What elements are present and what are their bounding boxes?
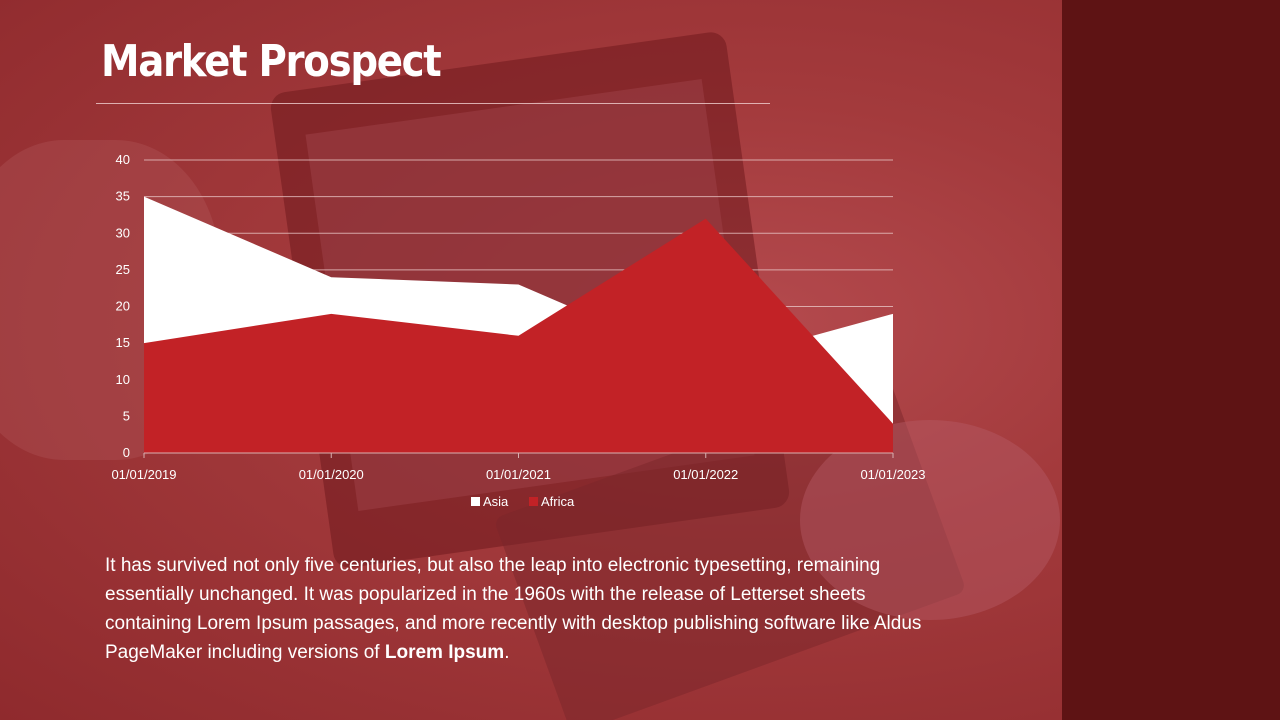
x-tick-label: 01/01/2019	[111, 467, 176, 482]
chart-legend: Asia Africa	[471, 494, 575, 509]
chart-x-tick-labels: 01/01/2019 01/01/2020 01/01/2021 01/01/2022…	[111, 467, 925, 482]
y-tick-label: 40	[116, 152, 130, 167]
body-end: .	[504, 642, 510, 663]
y-tick-label: 25	[116, 262, 130, 277]
body-paragraph: It has survived not only five centuries,…	[105, 551, 925, 667]
x-tick-label: 01/01/2023	[860, 467, 925, 482]
legend-swatch-asia	[471, 497, 480, 506]
y-tick-label: 5	[123, 408, 130, 423]
slide-title: Market Prospect	[101, 36, 442, 87]
y-tick-label: 30	[116, 225, 130, 240]
title-underline	[96, 103, 770, 104]
chart-y-tick-labels: 0 5 10 15 20 25 30 35 40	[116, 152, 130, 460]
x-tick-label: 01/01/2020	[299, 467, 364, 482]
chart-areas	[144, 196, 893, 453]
x-tick-label: 01/01/2022	[673, 467, 738, 482]
y-tick-label: 35	[116, 189, 130, 204]
legend-label-asia: Asia	[483, 494, 509, 509]
legend-label-africa: Africa	[541, 494, 575, 509]
chart-x-axis	[143, 452, 894, 458]
x-tick-label: 01/01/2021	[486, 467, 551, 482]
y-tick-label: 10	[116, 372, 130, 387]
y-tick-label: 20	[116, 299, 130, 314]
legend-swatch-africa	[529, 497, 538, 506]
body-text: It has survived not only five centuries,…	[105, 555, 922, 663]
y-tick-label: 0	[123, 445, 130, 460]
side-panel	[1062, 0, 1280, 720]
y-tick-label: 15	[116, 335, 130, 350]
body-emphasis: Lorem Ipsum	[384, 642, 505, 663]
